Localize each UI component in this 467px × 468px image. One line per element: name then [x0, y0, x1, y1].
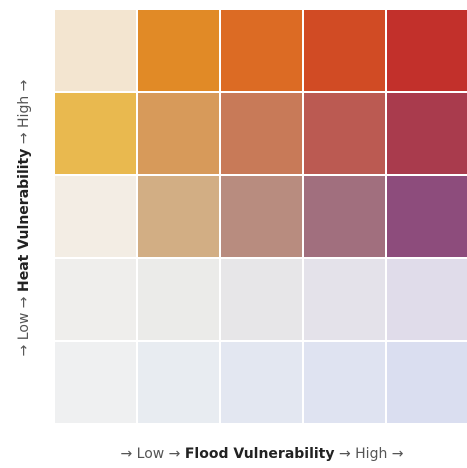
- legend-cell-r3-c5: [387, 176, 467, 257]
- legend-cell-r3-c1: [55, 176, 136, 257]
- x-axis-prefix: → Low →: [120, 446, 181, 462]
- y-axis-suffix: → High →: [16, 79, 32, 145]
- legend-cell-r4-c2: [138, 259, 219, 340]
- x-axis-label: → Low → Flood Vulnerability → High →: [55, 446, 467, 462]
- x-axis-suffix: → High →: [338, 446, 404, 462]
- legend-cell-r3-c2: [138, 176, 219, 257]
- legend-cell-r1-c5: [387, 10, 467, 91]
- legend-cell-r2-c3: [221, 93, 302, 174]
- legend-cell-r5-c3: [221, 342, 302, 423]
- legend-cell-r4-c5: [387, 259, 467, 340]
- legend-cell-r2-c2: [138, 93, 219, 174]
- legend-cell-r5-c4: [304, 342, 385, 423]
- legend-cell-r3-c4: [304, 176, 385, 257]
- legend-cell-r5-c5: [387, 342, 467, 423]
- y-axis-title: Heat Vulnerability: [16, 148, 32, 292]
- legend-cell-r2-c4: [304, 93, 385, 174]
- legend-cell-r2-c5: [387, 93, 467, 174]
- legend-cell-r5-c2: [138, 342, 219, 423]
- legend-grid: [55, 10, 467, 426]
- y-axis-prefix: → Low →: [16, 296, 32, 357]
- legend-cell-r2-c1: [55, 93, 136, 174]
- legend-cell-r1-c2: [138, 10, 219, 91]
- legend-cell-r4-c1: [55, 259, 136, 340]
- legend-cell-r1-c1: [55, 10, 136, 91]
- legend-cell-r1-c3: [221, 10, 302, 91]
- legend-cell-r4-c4: [304, 259, 385, 340]
- legend-cell-r4-c3: [221, 259, 302, 340]
- legend-cell-r3-c3: [221, 176, 302, 257]
- legend-cell-r5-c1: [55, 342, 136, 423]
- y-axis-label: → Low → Heat Vulnerability → High →: [16, 80, 32, 357]
- legend-cell-r1-c4: [304, 10, 385, 91]
- x-axis-title: Flood Vulnerability: [184, 446, 335, 462]
